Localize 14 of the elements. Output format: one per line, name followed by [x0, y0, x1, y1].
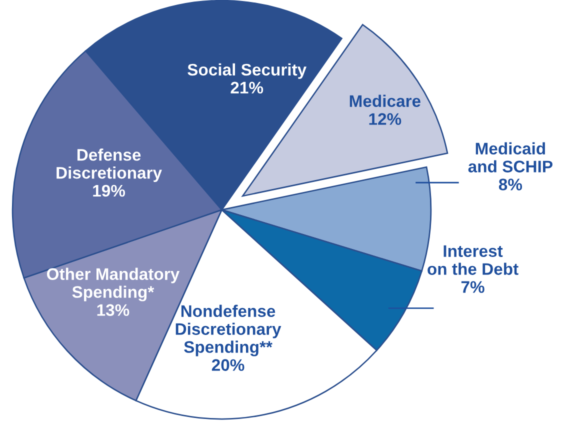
data-label: 7%: [461, 281, 484, 293]
slice-label: Medicaid and SCHIP: [468, 142, 552, 172]
data-label: 13%: [97, 304, 130, 316]
slice-label: Medicare: [350, 94, 420, 107]
data-label: 12%: [369, 113, 402, 125]
slice-label: Other Mandatory Spending*: [46, 268, 180, 302]
data-label: 19%: [93, 184, 126, 197]
data-label: 8%: [498, 178, 522, 190]
data-label: 21%: [230, 82, 264, 94]
data-label: 20%: [212, 359, 244, 371]
slice-label: Social Security: [188, 63, 307, 79]
slice-label: Nondefense Discretionary Spending**: [176, 304, 282, 356]
slice-label: Defense Discretionary: [56, 148, 162, 182]
slice-label: Interest on the Debt: [428, 245, 518, 275]
